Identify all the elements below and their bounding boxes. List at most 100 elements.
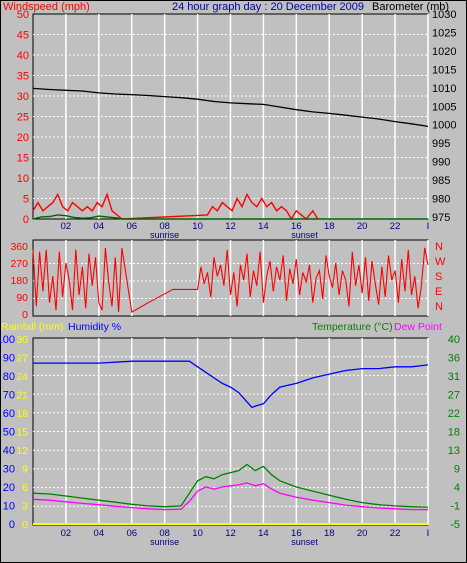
y2-tick-label: 985	[432, 175, 450, 187]
barometer-line	[32, 87, 429, 128]
wind-direction-line	[32, 247, 429, 313]
x-tick-label: 16	[291, 221, 302, 232]
humidity-tick-label: 90	[3, 353, 15, 365]
temperature-line	[32, 463, 429, 508]
x-tick-label: 08	[159, 528, 170, 539]
sunset-label: sunset	[291, 537, 318, 547]
direction-tick-label: 90	[16, 292, 28, 304]
y2-tick-label: 975	[432, 212, 450, 224]
x-tick-label: 08	[159, 221, 170, 232]
temperature-tick-label: 4	[454, 482, 460, 494]
temperature-label: Temperature (°C)	[312, 321, 393, 333]
rain-humidity-temperature-panel: 0102030405060708090100 03691215182124273…	[0, 334, 460, 547]
rainfall-tick-label: 18	[16, 408, 28, 420]
direction-tick-label: 0	[22, 309, 28, 321]
y2-tick-label: 995	[432, 138, 450, 150]
y-tick-label: 40	[17, 50, 29, 62]
x-tick-label: 02	[61, 221, 72, 232]
temperature-tick-label: -5	[450, 519, 460, 531]
rainfall-tick-label: 15	[16, 427, 28, 439]
rainfall-tick-label: 24	[16, 371, 28, 383]
humidity-label: Humidity %	[68, 321, 121, 333]
x-tick-label: 14	[258, 528, 269, 539]
direction-tick-label: 270	[10, 258, 28, 270]
x-tick-label: 06	[126, 528, 137, 539]
compass-tick-label: N	[435, 301, 443, 313]
rainfall-label: Rainfall (mm)	[1, 321, 63, 333]
y2-tick-label: 1005	[432, 101, 456, 113]
y-tick-label: 35	[17, 71, 29, 83]
humidity-tick-label: 100	[0, 334, 15, 346]
y-tick-label: 25	[17, 112, 29, 124]
temperature-tick-label: 22	[448, 408, 460, 420]
x-tick-label: 18	[324, 221, 335, 232]
direction-tick-label: 180	[10, 275, 28, 287]
rainfall-tick-label: 27	[16, 353, 28, 365]
y-tick-label: 5	[23, 194, 29, 206]
x-tick-label: 04	[94, 221, 105, 232]
humidity-tick-label: 30	[3, 464, 15, 476]
temperature-tick-label: -1	[450, 501, 460, 513]
x-tick-label: 22	[390, 528, 401, 539]
rainfall-tick-label: 3	[22, 501, 28, 513]
windspeed-line	[32, 192, 319, 221]
humidity-tick-label: 80	[3, 371, 15, 383]
x-tick-label: 10	[192, 528, 203, 539]
x-tick-label: 20	[357, 528, 368, 539]
y-tick-label: 10	[17, 173, 29, 185]
rainfall-tick-label: 12	[16, 445, 28, 457]
temperature-tick-label: 36	[448, 353, 460, 365]
y2-tick-label: 1030	[432, 9, 456, 21]
compass-tick-label: N	[435, 241, 443, 253]
y2-tick-label: 990	[432, 157, 450, 169]
rainfall-tick-label: 0	[22, 519, 28, 531]
temperature-tick-label: 13	[448, 445, 460, 457]
left-axis-title: Windspeed (mph)	[3, 1, 90, 13]
x-tick-label: I	[427, 221, 430, 232]
rainfall-tick-label: 9	[22, 464, 28, 476]
y2-tick-label: 1010	[432, 83, 456, 95]
temperature-tick-label: 40	[448, 334, 460, 346]
sunset-label: sunset	[291, 230, 318, 240]
y2-tick-label: 1015	[432, 64, 456, 76]
x-tick-label: 22	[390, 221, 401, 232]
direction-tick-label: 360	[10, 241, 28, 253]
right-axis-title: Barometer (mb)	[372, 1, 449, 13]
humidity-tick-label: 60	[3, 408, 15, 420]
x-tick-label: 06	[126, 221, 137, 232]
rainfall-tick-label: 6	[22, 482, 28, 494]
y-tick-label: 15	[17, 153, 29, 165]
x-tick-label: 10	[192, 221, 203, 232]
x-tick-label: 16	[291, 528, 302, 539]
humidity-line	[33, 360, 429, 409]
y-tick-label: 45	[17, 30, 29, 42]
humidity-tick-label: 20	[3, 482, 15, 494]
compass-tick-label: S	[435, 271, 442, 283]
rainfall-tick-label: 30	[16, 334, 28, 346]
temperature-tick-label: 9	[454, 464, 460, 476]
humidity-tick-label: 10	[3, 501, 15, 513]
x-tick-label: 04	[94, 528, 105, 539]
sunrise-label: sunrise	[150, 230, 179, 240]
compass-tick-label: E	[435, 286, 442, 298]
humidity-tick-label: 50	[3, 427, 15, 439]
y-tick-label: 50	[17, 9, 29, 21]
chart-title: 24 hour graph day : 20 December 2009	[172, 1, 364, 13]
y2-tick-label: 1025	[432, 27, 456, 39]
temperature-tick-label: 18	[448, 427, 460, 439]
x-tick-label: 18	[324, 528, 335, 539]
temperature-tick-label: 31	[448, 371, 460, 383]
dewpoint-line	[32, 482, 428, 511]
humidity-tick-label: 40	[3, 445, 15, 457]
x-tick-label: 14	[258, 221, 269, 232]
y2-tick-label: 980	[432, 194, 450, 206]
x-tick-label: I	[427, 528, 430, 539]
y-tick-label: 0	[23, 214, 29, 226]
sunrise-label: sunrise	[150, 537, 179, 547]
average-wind-line	[32, 214, 428, 220]
rainfall-tick-label: 21	[16, 390, 28, 402]
humidity-tick-label: 0	[9, 519, 15, 531]
y-tick-label: 20	[17, 132, 29, 144]
